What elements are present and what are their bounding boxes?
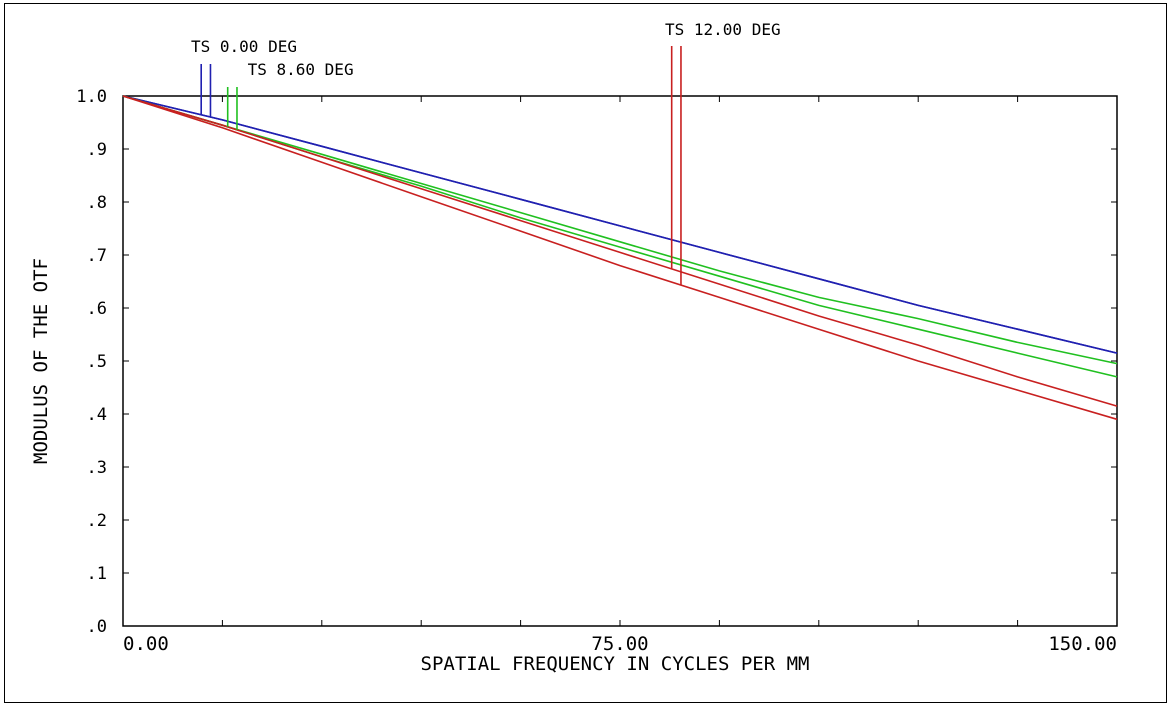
y-tick-label: .7 (87, 246, 107, 266)
y-tick-labels: .0 .1 .2 .3 .4 .5 .6 .7 .8 .9 1.0 (76, 87, 107, 637)
x-tick-label: 150.00 (1048, 633, 1117, 655)
tick-marks (122, 95, 1118, 627)
legend-label: TS 12.00 DEG (665, 20, 781, 39)
series-line-ts-0-00-deg-t (122, 95, 1118, 354)
y-axis-label: MODULUS OF THE OTF (30, 258, 52, 464)
series-line-ts-0-00-deg-s (122, 95, 1118, 354)
x-tick-label: 0.00 (123, 633, 169, 655)
y-tick-label: .5 (87, 352, 107, 372)
y-tick-label: .9 (87, 140, 107, 160)
series-line-ts-12-00-deg-t (122, 95, 1118, 407)
x-tick-label: 75.00 (591, 633, 648, 655)
series-line-ts-8-60-deg-t (122, 95, 1118, 365)
y-tick-label: 1.0 (76, 87, 107, 107)
y-tick-label: .8 (87, 193, 107, 213)
y-tick-label: .3 (87, 458, 107, 478)
series-line-ts-8-60-deg-s (122, 95, 1118, 378)
series-layer (122, 95, 1118, 421)
y-tick-label: .1 (87, 564, 107, 584)
chart-frame: .0.1.2.3.4.5.6.7.8.9 1.0 0.00 75.00 150.00 … (4, 3, 1167, 703)
y-tick-label: .2 (87, 511, 107, 531)
x-tick-labels: 0.00 75.00 150.00 (123, 633, 1117, 655)
y-tick-label: .6 (87, 299, 107, 319)
legend-label: TS 8.60 DEG (248, 60, 354, 79)
series-line-ts-12-00-deg-s (122, 95, 1118, 421)
otf-chart: .0.1.2.3.4.5.6.7.8.91.0 0.00 75.00 150.00 … (30, 20, 1118, 675)
x-axis-label: SPATIAL FREQUENCY IN CYCLES PER MM (421, 653, 810, 675)
legend-label: TS 0.00 DEG (191, 37, 297, 56)
y-tick-label: .4 (87, 405, 107, 425)
y-tick-label: .0 (87, 617, 107, 637)
legend: TS 0.00 DEG TS 8.60 DEG TS 12.00 DEG (191, 20, 781, 286)
